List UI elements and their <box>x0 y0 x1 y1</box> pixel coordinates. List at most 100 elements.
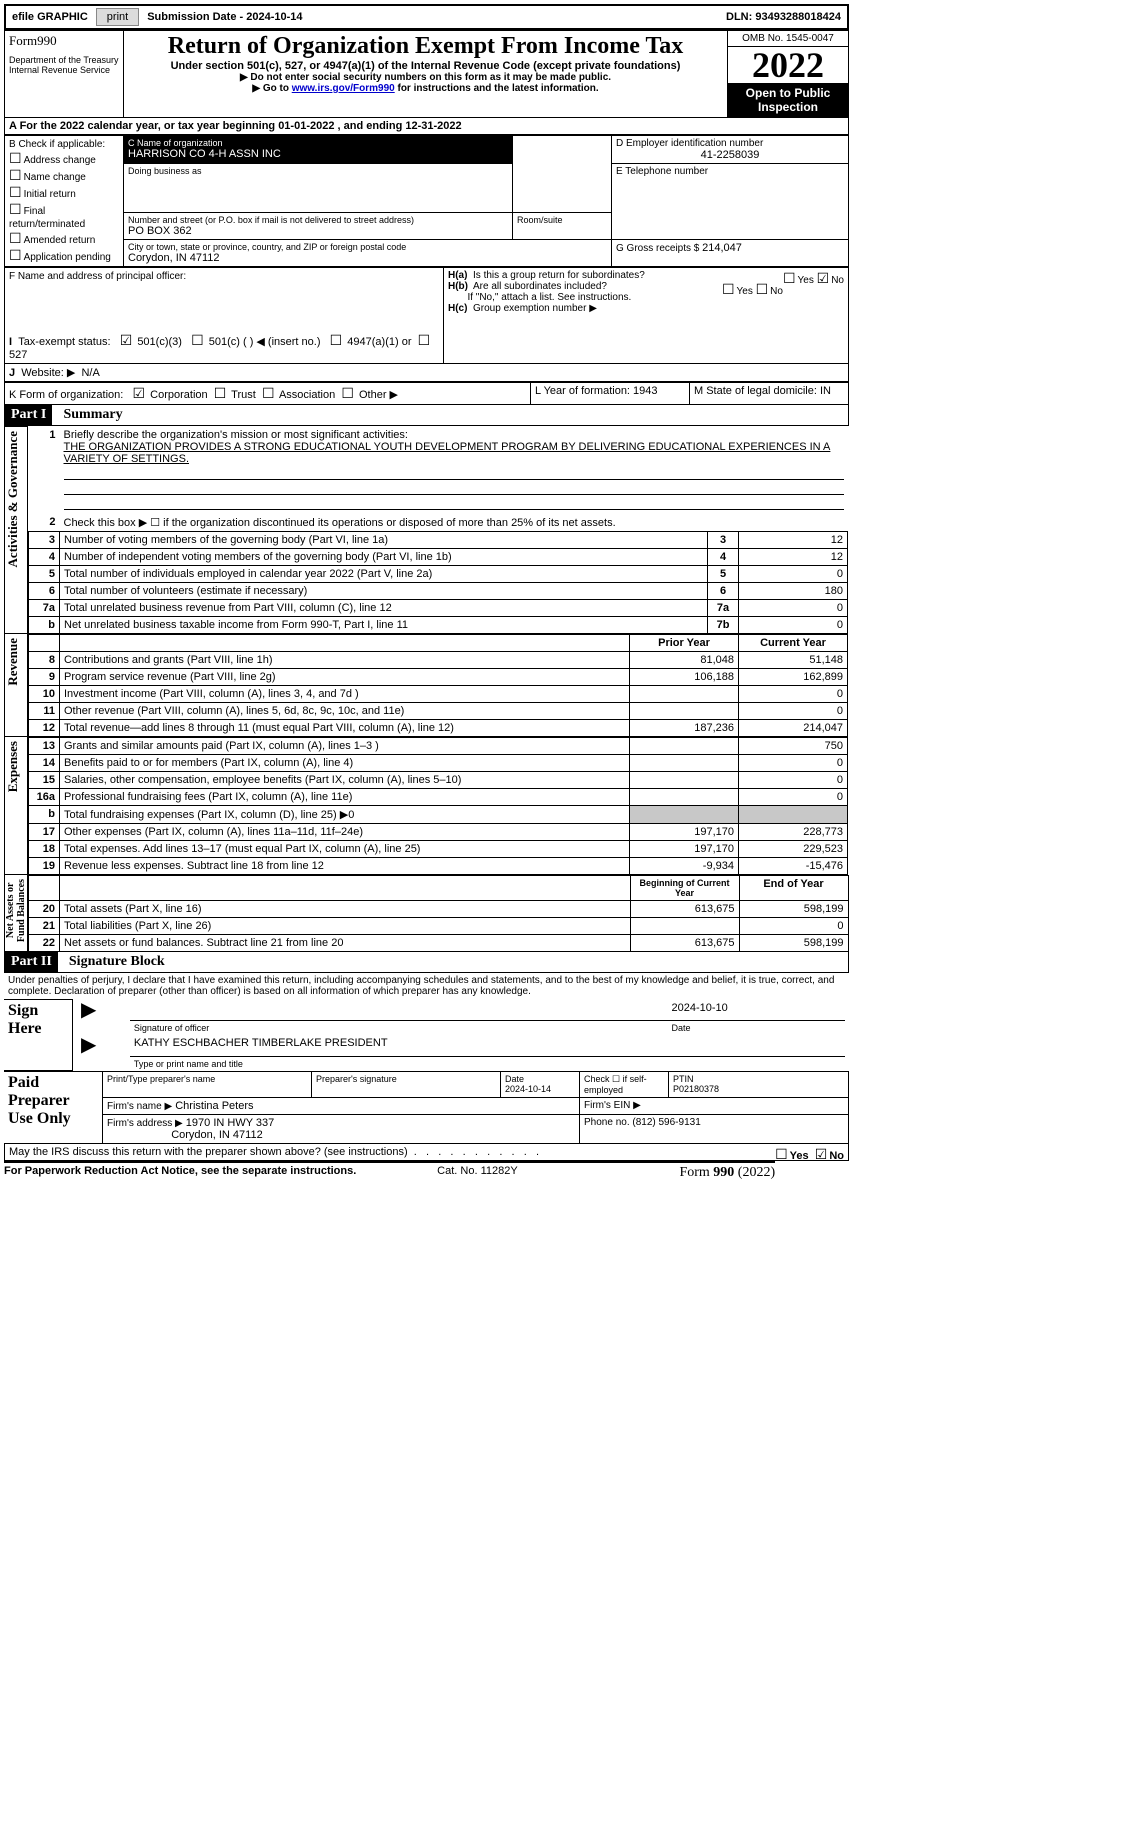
cb-assoc[interactable] <box>262 389 277 401</box>
prep-sig-label: Preparer's signature <box>312 1072 501 1098</box>
section-j: J Website: ▶ N/A <box>4 364 849 382</box>
line-a: A For the 2022 calendar year, or tax yea… <box>4 118 849 135</box>
cb-name-change[interactable] <box>9 171 24 183</box>
part1-header: Part I Summary <box>4 405 849 426</box>
page-footer: For Paperwork Reduction Act Notice, see … <box>4 1161 775 1181</box>
city-cell: City or town, state or province, country… <box>124 240 612 267</box>
city-state-zip: Corydon, IN 47112 <box>128 252 607 264</box>
mission-text: THE ORGANIZATION PROVIDES A STRONG EDUCA… <box>64 441 831 465</box>
cb-corp[interactable] <box>133 389 148 401</box>
dept-label: Department of the Treasury Internal Reve… <box>9 55 119 75</box>
cb-4947[interactable] <box>330 336 345 348</box>
firm-address: Firm's address ▶ 1970 IN HWY 337 Corydon… <box>103 1115 580 1144</box>
section-f: F Name and address of principal officer:… <box>5 268 444 364</box>
arrow-icon: ▶ <box>81 1034 96 1056</box>
table-row: 4Number of independent voting members of… <box>29 548 848 565</box>
perjury-declaration: Under penalties of perjury, I declare th… <box>4 973 849 999</box>
discuss-no[interactable] <box>815 1150 830 1162</box>
hb-no[interactable] <box>756 286 771 297</box>
addr-cell: Number and street (or P.O. box if mail i… <box>124 213 513 240</box>
form-title: Return of Organization Exempt From Incom… <box>128 33 723 60</box>
cb-amended[interactable] <box>9 234 24 246</box>
prep-date: Date2024-10-14 <box>501 1072 580 1098</box>
table-row: 15Salaries, other compensation, employee… <box>29 771 848 788</box>
submission-date: Submission Date - 2024-10-14 <box>141 11 308 23</box>
may-irs-discuss: May the IRS discuss this return with the… <box>4 1144 849 1161</box>
na-label: Net Assets or Fund Balances <box>5 875 28 952</box>
table-row: 5Total number of individuals employed in… <box>29 565 848 582</box>
arrow-icon: ▶ <box>81 999 96 1021</box>
form-label: Form <box>9 33 37 48</box>
cb-527[interactable] <box>418 336 433 348</box>
cb-app-pending[interactable] <box>9 251 24 263</box>
table-row: 10Investment income (Part VIII, column (… <box>29 685 848 702</box>
b-label: B Check if applicable: <box>9 139 105 150</box>
gov-label: Activities & Governance <box>5 427 28 634</box>
form-id-cell: Form990 Department of the Treasury Inter… <box>5 31 124 118</box>
irs-link[interactable]: www.irs.gov/Form990 <box>292 83 395 94</box>
klm-row: K Form of organization: Corporation Trus… <box>4 382 849 405</box>
ptin: PTINP02180378 <box>669 1072 849 1098</box>
table-row: 3Number of voting members of the governi… <box>29 531 848 548</box>
officer-group: F Name and address of principal officer:… <box>4 267 849 364</box>
efile-label: efile GRAPHIC <box>6 11 94 23</box>
table-row: 6Total number of volunteers (estimate if… <box>29 582 848 599</box>
officer-name: KATHY ESCHBACHER TIMBERLAKE PRESIDENT <box>130 1035 845 1056</box>
table-row: bNet unrelated business taxable income f… <box>29 616 848 633</box>
cb-501c3[interactable] <box>120 336 135 348</box>
sign-here-label: Sign Here <box>4 1000 73 1071</box>
section-k: K Form of organization: Corporation Trus… <box>5 383 531 405</box>
section-l: L Year of formation: 1943 <box>531 383 690 405</box>
preparer-label: Paid Preparer Use Only <box>4 1072 103 1144</box>
table-row: bTotal fundraising expenses (Part IX, co… <box>29 805 848 823</box>
discuss-yes[interactable] <box>775 1150 790 1162</box>
tax-year: 2022 <box>728 47 848 83</box>
table-row: 20Total assets (Part X, line 16)613,6755… <box>29 900 849 917</box>
line-2: Check this box ▶ ☐ if the organization d… <box>60 514 848 532</box>
cb-other[interactable] <box>341 389 356 401</box>
exp-label: Expenses <box>5 737 28 875</box>
website: N/A <box>81 367 99 379</box>
section-c-name: C Name of organization HARRISON CO 4-H A… <box>124 136 513 164</box>
dba-cell: Doing business as <box>124 164 513 213</box>
subtitle-2: ▶ Do not enter social security numbers o… <box>128 72 723 83</box>
table-row: 9Program service revenue (Part VIII, lin… <box>29 668 848 685</box>
table-row: 14Benefits paid to or for members (Part … <box>29 754 848 771</box>
print-button[interactable]: print <box>96 8 139 26</box>
cb-trust[interactable] <box>214 389 229 401</box>
section-d: D Employer identification number 41-2258… <box>612 136 849 164</box>
year-box: OMB No. 1545-0047 2022 Open to Public In… <box>728 31 849 118</box>
ha-yes[interactable] <box>783 275 798 286</box>
table-row: 17Other expenses (Part IX, column (A), l… <box>29 823 848 840</box>
section-g: G Gross receipts $ 214,047 <box>612 240 849 267</box>
cb-final-return[interactable] <box>9 205 24 217</box>
ha-no[interactable] <box>817 275 832 286</box>
cb-initial-return[interactable] <box>9 188 24 200</box>
firm-phone: Phone no. (812) 596-9131 <box>580 1115 849 1144</box>
paperwork-notice: For Paperwork Reduction Act Notice, see … <box>4 1165 356 1181</box>
table-row: 21Total liabilities (Part X, line 26)0 <box>29 917 849 934</box>
top-bar: efile GRAPHIC print Submission Date - 20… <box>4 4 849 30</box>
section-i: I Tax-exempt status: 501(c)(3) 501(c) ( … <box>9 332 439 361</box>
table-row: 16aProfessional fundraising fees (Part I… <box>29 788 848 805</box>
hb-yes[interactable] <box>722 286 737 297</box>
part2-header: Part II Signature Block <box>4 952 849 973</box>
subtitle-1: Under section 501(c), 527, or 4947(a)(1)… <box>128 60 723 72</box>
preparer-block: Paid Preparer Use Only Print/Type prepar… <box>4 1071 849 1144</box>
section-h: H(a) Is this a group return for subordin… <box>444 268 849 364</box>
section-b: B Check if applicable: Address change Na… <box>5 136 124 267</box>
ein: 41-2258039 <box>616 149 844 161</box>
table-row: 8Contributions and grants (Part VIII, li… <box>29 651 848 668</box>
subtitle-3: ▶ Go to www.irs.gov/Form990 for instruct… <box>128 83 723 94</box>
cb-501c[interactable] <box>191 336 206 348</box>
prep-name-label: Print/Type preparer's name <box>103 1072 312 1098</box>
table-row: 13Grants and similar amounts paid (Part … <box>29 737 848 754</box>
cb-address-change[interactable] <box>9 154 24 166</box>
table-row: 7aTotal unrelated business revenue from … <box>29 599 848 616</box>
section-e: E Telephone number <box>612 164 849 240</box>
form-header: Form990 Department of the Treasury Inter… <box>4 30 849 118</box>
open-inspection: Open to Public Inspection <box>728 83 848 117</box>
self-employed-cb[interactable]: Check ☐ if self-employed <box>580 1072 669 1098</box>
room-suite <box>513 136 612 213</box>
firm-name: Firm's name ▶ Christina Peters <box>103 1098 580 1115</box>
